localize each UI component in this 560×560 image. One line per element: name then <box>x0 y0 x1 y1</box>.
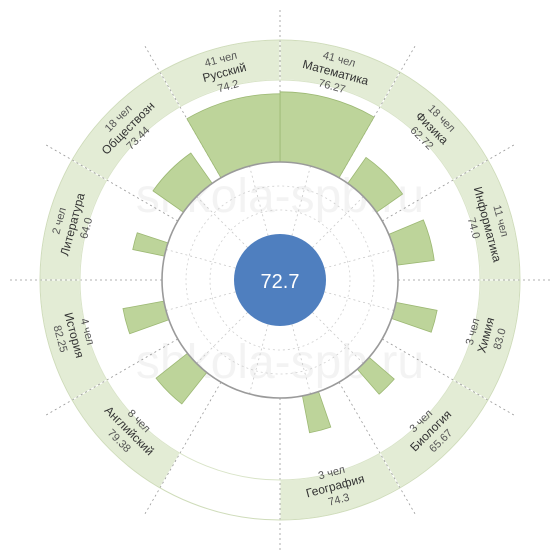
center-value: 72.7 <box>261 271 300 293</box>
inner-spoke <box>324 249 395 269</box>
inner-spoke <box>324 291 395 311</box>
sector-score: 64.0 <box>78 216 95 240</box>
score-bars <box>122 91 438 434</box>
inner-spoke <box>312 196 364 248</box>
inner-ring-solid <box>161 161 399 399</box>
sector-divider <box>381 338 516 417</box>
sector-divider <box>143 381 222 516</box>
inner-ring <box>185 185 375 375</box>
inner-spoke <box>291 165 311 236</box>
inner-spoke <box>249 165 269 236</box>
sector-divider <box>338 381 417 516</box>
sector-divider <box>44 338 179 417</box>
inner-spoke <box>165 249 236 269</box>
sector-score: 74.0 <box>465 216 482 240</box>
rings <box>39 39 521 521</box>
score-bar <box>122 300 170 335</box>
inner-spoke <box>196 196 248 248</box>
score-bar <box>186 93 281 179</box>
center-circle <box>234 234 326 326</box>
inner-spoke <box>165 291 236 311</box>
sector-score: 74.2 <box>216 78 240 95</box>
band-inner-ring <box>79 79 481 481</box>
inner-spoke <box>291 324 311 395</box>
band-outer-ring <box>39 39 521 521</box>
center-badge: 72.7 <box>234 234 326 326</box>
inner-spoke <box>312 312 364 364</box>
inner-ring <box>209 209 351 351</box>
inner-spoke <box>196 312 248 364</box>
score-bar <box>391 301 438 333</box>
inner-spoke <box>249 324 269 395</box>
score-bar <box>279 91 375 179</box>
sector-score: 74.3 <box>327 492 351 509</box>
sector-divider <box>381 143 516 222</box>
sector-divider <box>44 143 179 222</box>
sector-score: 83.0 <box>492 327 509 351</box>
score-bar <box>301 391 332 434</box>
score-bar <box>132 232 169 257</box>
label-bands <box>39 39 521 521</box>
